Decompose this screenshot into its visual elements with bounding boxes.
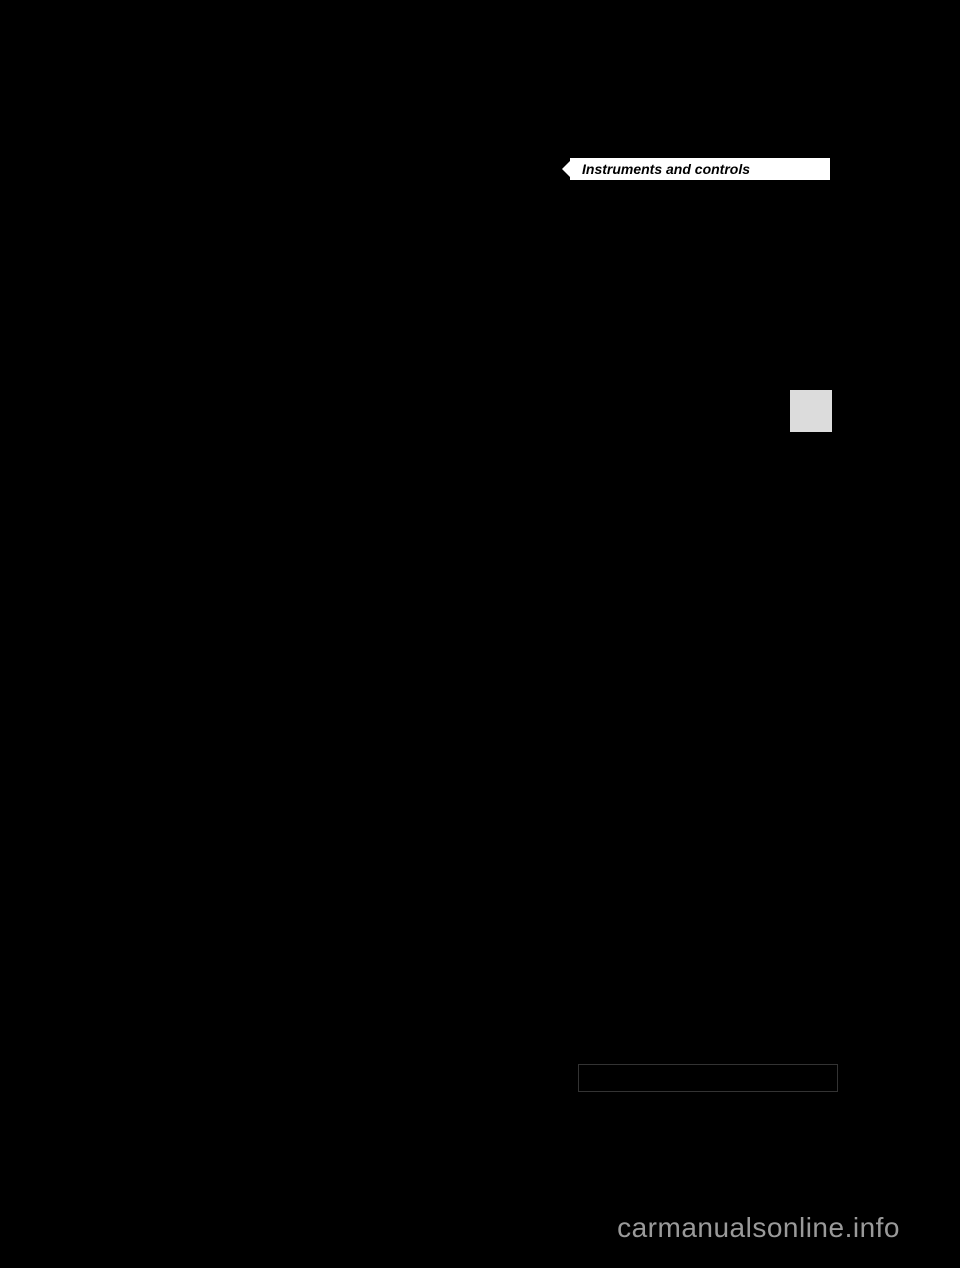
section-title: Instruments and controls xyxy=(582,161,750,177)
header-arrow-icon xyxy=(562,161,570,177)
section-header-tab: Instruments and controls xyxy=(570,158,830,180)
bottom-continuation-bar xyxy=(578,1064,838,1092)
watermark-text: carmanualsonline.info xyxy=(617,1212,900,1244)
side-marker-box xyxy=(790,390,832,432)
